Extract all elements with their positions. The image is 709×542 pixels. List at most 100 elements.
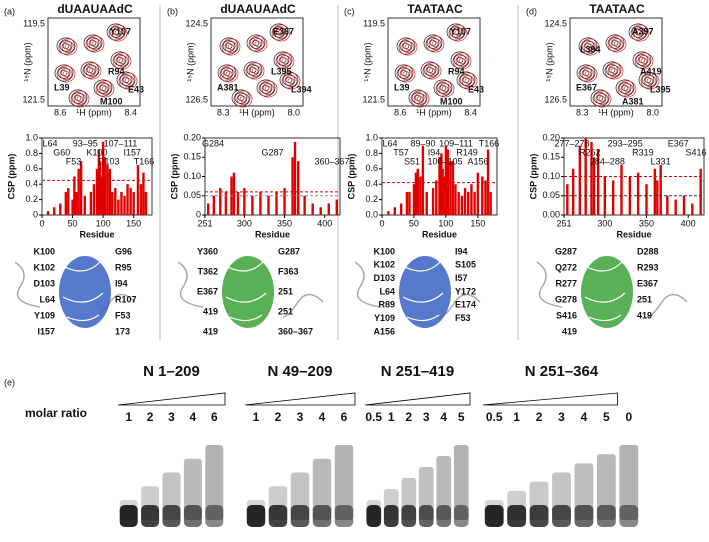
structure-label: Y109: [374, 313, 395, 323]
nmr-contour: [223, 69, 231, 77]
x-tick-label: 100: [438, 218, 453, 228]
nmr-contour: [411, 92, 425, 104]
structure-label: 419: [562, 326, 577, 336]
nmr-y-tick: 119.5: [363, 18, 385, 28]
x-tick-label: 350: [639, 218, 654, 228]
csp-bar: [425, 191, 428, 215]
csp-bar: [566, 184, 569, 215]
csp-annotation: R149: [456, 147, 478, 157]
nmr-contour: [111, 27, 125, 39]
nmr-contour: [452, 52, 472, 70]
nmr-contour: [83, 64, 97, 76]
nmr-x-tick: 8.6: [54, 107, 67, 117]
nmr-contour: [110, 51, 130, 69]
structure-label: F53: [115, 310, 131, 320]
csp-bar: [259, 191, 262, 215]
ratio-label: 6: [341, 410, 348, 424]
nmr-contour: [233, 90, 253, 108]
gel-band: [119, 505, 138, 527]
nmr-contour: [439, 84, 447, 92]
nmr-contour: [272, 26, 286, 38]
nmr-contour: [396, 65, 416, 83]
csp-bar: [71, 199, 74, 215]
x-tick-label: 0: [379, 218, 384, 228]
structure-label: R107: [115, 294, 137, 304]
nmr-contour: [89, 39, 97, 47]
csp-bar: [126, 184, 129, 215]
structure-label: D103: [373, 273, 395, 283]
nmr-contour: [451, 27, 465, 39]
nmr-contour: [459, 74, 473, 86]
nmr-contour: [426, 66, 434, 74]
peak-label: L395: [650, 84, 671, 94]
nmr-contour: [93, 79, 113, 97]
csp-bar: [67, 188, 70, 215]
nmr-contour: [64, 43, 72, 51]
ratio-label: 4: [581, 410, 588, 424]
nmr-x-tick: 8.3: [217, 107, 230, 117]
csp-annotation: 109–111: [439, 138, 473, 148]
nmr-contour: [441, 85, 449, 93]
csp-bar: [327, 203, 330, 215]
gel-smear: [436, 456, 452, 520]
nmr-contour: [608, 66, 616, 74]
structure-label: S416: [556, 310, 577, 320]
nmr-frame: [387, 17, 481, 107]
structure-label: 419: [203, 306, 218, 316]
gel-smear: [312, 458, 332, 520]
nmr-contour: [219, 65, 239, 83]
nmr-contour: [449, 26, 463, 38]
csp-bar: [98, 161, 102, 215]
nmr-contour: [414, 94, 422, 102]
nmr-contour: [605, 64, 619, 76]
structure-label: 251: [278, 306, 293, 316]
nmr-contour: [592, 90, 612, 108]
csp-bar: [142, 172, 145, 215]
csp-annotation: I157: [123, 147, 141, 157]
nmr-contour: [637, 55, 651, 67]
nmr-contour: [605, 34, 625, 52]
nmr-contour: [422, 62, 442, 80]
ratio-label: 2: [147, 410, 154, 424]
nmr-contour: [119, 74, 133, 86]
nmr-contour: [224, 41, 238, 53]
csp-bar: [408, 191, 411, 215]
nmr-contour: [598, 95, 606, 103]
nmr-x-tick: 8.0: [646, 107, 659, 117]
ratio-label: 1: [253, 410, 260, 424]
nmr-contour: [632, 51, 652, 69]
nmr-contour: [400, 69, 408, 77]
structure-label: A156: [373, 326, 395, 336]
nmr-contour: [248, 35, 268, 53]
csp-bar: [399, 203, 403, 215]
x-tick-label: 350: [277, 218, 292, 228]
nmr-contour: [219, 37, 239, 55]
csp-bar: [283, 188, 286, 215]
nmr-contour: [239, 95, 247, 103]
csp-bar: [103, 157, 107, 215]
ratio-label: 1: [513, 410, 520, 424]
x-tick-label: 400: [681, 218, 696, 228]
nmr-contour: [620, 83, 634, 95]
nmr-contour: [275, 28, 283, 36]
nmr-contour: [420, 61, 440, 79]
nmr-contour: [62, 70, 70, 78]
csp-bar: [419, 176, 422, 215]
group-title: N 251–419: [381, 363, 454, 380]
csp-bar: [129, 188, 132, 215]
csp-bar: [659, 164, 662, 215]
y-axis-label: CSP (ppm): [6, 154, 16, 200]
structure-label: F363: [278, 266, 299, 276]
nmr-contour: [640, 72, 660, 90]
nmr-contour: [249, 37, 263, 49]
csp-annotation: G284: [202, 138, 224, 148]
csp-bar: [443, 176, 446, 215]
nmr-contour: [425, 65, 439, 77]
gel-band: [183, 505, 202, 527]
x-tick-label: 300: [237, 218, 252, 228]
csp-bar: [303, 195, 306, 215]
nmr-contour: [254, 40, 262, 48]
nmr-contour: [453, 54, 467, 66]
csp-bar: [100, 176, 104, 215]
ratio-label: 4: [440, 410, 447, 424]
